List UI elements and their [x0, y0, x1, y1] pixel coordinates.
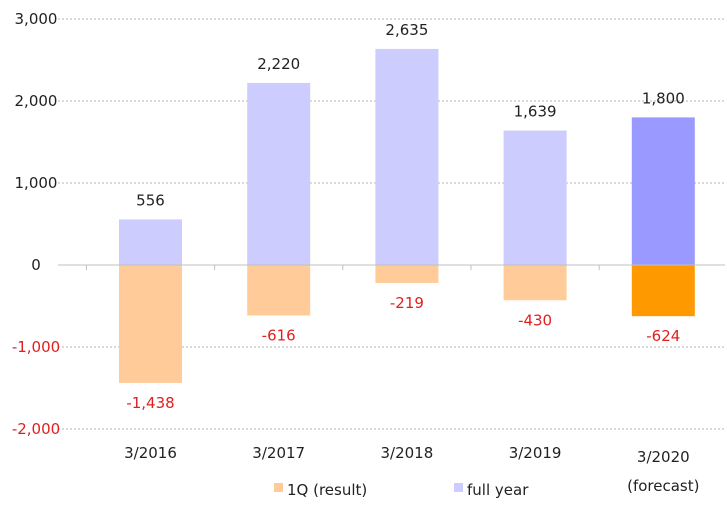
y-tick-label: 0	[31, 256, 41, 274]
y-tick-label: 2,000	[15, 92, 58, 110]
1q-bar-2	[375, 265, 439, 283]
full-year-bar-2	[375, 48, 439, 266]
full-year-bar-3	[503, 130, 567, 265]
x-category-sublabel: (forecast)	[627, 477, 699, 495]
1q-bar-3	[503, 265, 567, 301]
full-year-data-label: 1,800	[642, 89, 685, 107]
full-year-data-label: 1,639	[514, 103, 557, 121]
x-category-label: 3/2019	[509, 444, 562, 462]
x-category-label: 3/2016	[124, 444, 177, 462]
1q-data-label: -430	[518, 311, 552, 329]
full-year-bar-0	[119, 219, 182, 265]
legend-full-year-label: full year	[467, 481, 529, 499]
legend-1q-swatch	[274, 483, 283, 492]
1q-bar-0	[119, 265, 182, 383]
x-category-label: 3/2018	[381, 444, 434, 462]
y-tick-label: 1,000	[15, 174, 58, 192]
1q-bar-1	[247, 265, 311, 316]
x-category-label: 3/2017	[252, 444, 305, 462]
legend-1q-label: 1Q (result)	[287, 481, 367, 499]
full-year-bar-1	[247, 82, 311, 266]
x-category-label: 3/2020	[637, 448, 690, 466]
legend-full-year-swatch	[454, 483, 463, 492]
1q-data-label: -1,438	[126, 394, 174, 412]
y-tick-label: -1,000	[12, 338, 60, 356]
1q-data-label: -219	[390, 294, 424, 312]
full-year-data-label: 2,220	[257, 55, 300, 73]
y-tick-label: -2,000	[12, 420, 60, 438]
full-year-data-label: 2,635	[385, 21, 428, 39]
1q-data-label: -616	[262, 327, 296, 345]
1q-data-label: -624	[646, 327, 680, 345]
1q-bar-4	[631, 265, 695, 317]
full-year-data-label: 556	[136, 191, 165, 209]
full-year-bar-4	[631, 117, 695, 266]
y-tick-label: 3,000	[15, 10, 58, 28]
